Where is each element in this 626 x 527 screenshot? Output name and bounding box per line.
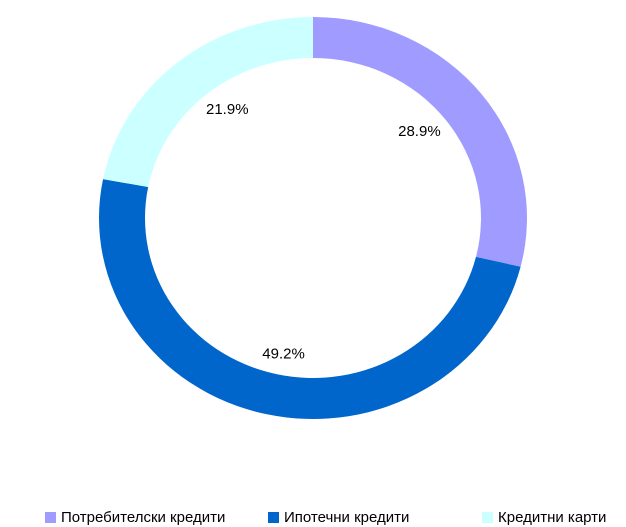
slice [98, 179, 521, 420]
data-label: 49.2% [262, 346, 305, 363]
legend-swatch [268, 512, 279, 523]
legend-label: Потребителски кредити [61, 509, 225, 526]
slice [313, 17, 528, 267]
legend-swatch [45, 512, 56, 523]
data-label: 21.9% [206, 101, 249, 118]
legend-label: Кредитни карти [498, 509, 606, 526]
legend-label: Ипотечни кредити [284, 509, 409, 526]
legend-swatch [482, 512, 493, 523]
data-label: 28.9% [398, 123, 441, 140]
slice [103, 17, 313, 188]
